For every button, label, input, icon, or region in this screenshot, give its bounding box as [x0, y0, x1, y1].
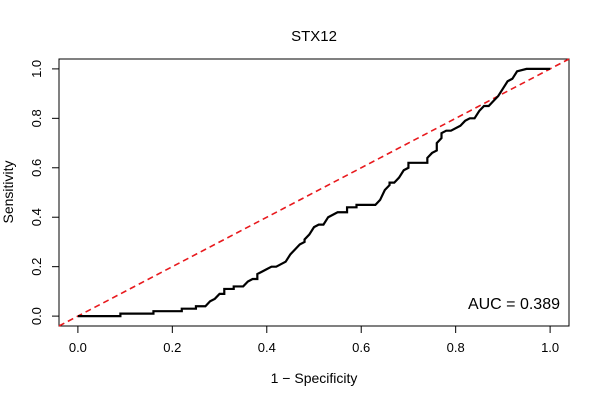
x-tick-label: 0.4	[258, 340, 276, 355]
y-tick-label: 0.6	[29, 159, 44, 177]
x-axis: 0.0 0.2 0.4 0.6 0.8 1.0	[69, 325, 559, 355]
x-axis-title: 1 − Specificity	[271, 370, 358, 386]
auc-annotation: AUC = 0.389	[468, 296, 560, 313]
chart-title: STX12	[291, 28, 337, 45]
y-axis-title: Sensitivity	[0, 160, 16, 223]
x-tick-label: 0.8	[447, 340, 465, 355]
roc-curve	[77, 67, 551, 318]
y-axis: 0.0 0.2 0.4 0.6 0.8 1.0	[29, 60, 60, 325]
x-tick-label: 1.0	[541, 340, 559, 355]
series-layer	[58, 58, 570, 327]
x-tick-label: 0.6	[352, 340, 370, 355]
reference-line	[58, 58, 570, 327]
x-tick-label: 0.0	[69, 340, 87, 355]
y-tick-label: 0.0	[29, 307, 44, 325]
y-tick-label: 0.8	[29, 109, 44, 127]
y-tick-label: 0.4	[29, 208, 44, 226]
y-tick-label: 1.0	[29, 60, 44, 78]
x-tick-label: 0.2	[163, 340, 181, 355]
y-tick-label: 0.2	[29, 258, 44, 276]
